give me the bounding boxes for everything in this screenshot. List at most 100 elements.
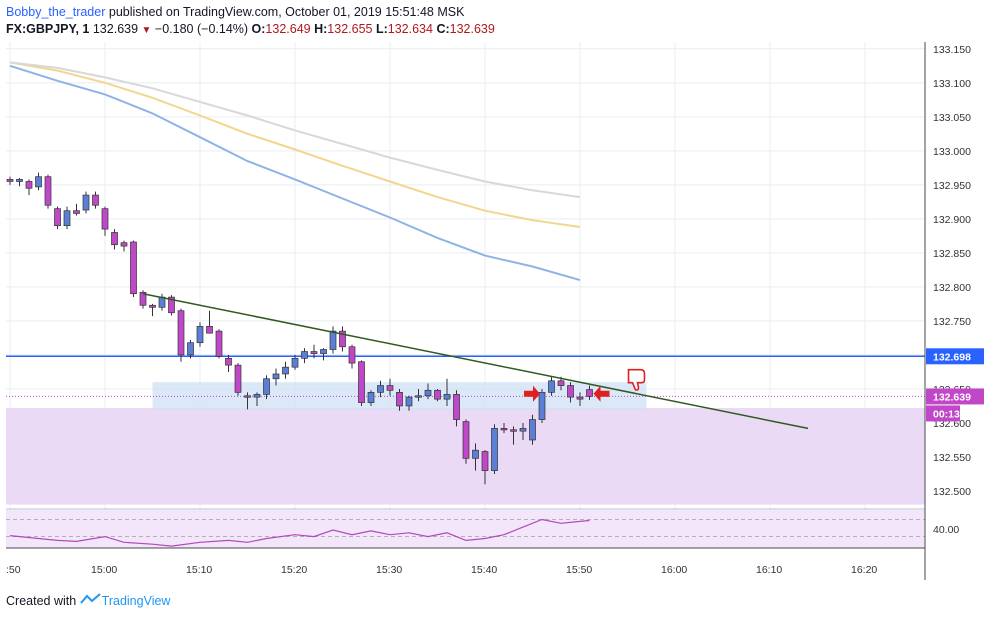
candle (234, 363, 242, 396)
candle-body (92, 194, 99, 206)
time-tick-label: 15:50 (566, 564, 592, 576)
candle-body (491, 428, 498, 471)
candle (415, 388, 422, 402)
candle-body (6, 179, 14, 182)
candle (405, 395, 413, 411)
candle-body (177, 310, 185, 356)
candle-body (130, 241, 137, 295)
candle (63, 206, 71, 230)
candle-body (405, 396, 413, 407)
candle (25, 179, 33, 196)
low-value: 132.634 (387, 22, 433, 36)
candle-body (111, 232, 118, 246)
publish-info: published on TradingView.com, October 01… (108, 5, 465, 19)
candle-body (548, 380, 555, 393)
candle (386, 378, 394, 396)
candle-body (291, 357, 299, 368)
candle (586, 385, 593, 400)
candle (272, 368, 280, 386)
price-change: −0.180 (−0.14%) (154, 22, 249, 36)
author-link[interactable]: Bobby_the_trader (6, 5, 106, 19)
candle-body (320, 349, 327, 354)
candle-body (358, 361, 365, 403)
candle-body (367, 392, 375, 403)
candle (82, 191, 90, 214)
candle-body (63, 210, 71, 227)
open-value: 132.649 (265, 22, 311, 36)
candle-body (139, 291, 147, 306)
candle-body (196, 326, 204, 344)
candle-body (168, 296, 175, 314)
candle (187, 339, 194, 359)
candle (139, 290, 147, 309)
price-tick-label: 132.800 (933, 282, 971, 294)
price-chart[interactable]: 133.150 133.100 133.050 133.000 132.950 132.9… (0, 0, 988, 590)
candle-body (443, 394, 451, 400)
candle-body (25, 181, 33, 189)
moving-average-line (9, 61, 581, 228)
candle (348, 344, 356, 369)
candle-body (82, 194, 90, 211)
chart-header: Bobby_the_trader published on TradingVie… (6, 4, 495, 39)
candle (282, 361, 289, 379)
candle (16, 178, 23, 187)
candle (529, 414, 536, 445)
candle-body (576, 396, 584, 400)
created-with-label: Created with (6, 594, 77, 608)
tradingview-logo-icon (79, 593, 102, 608)
candle (253, 392, 261, 406)
moving-average-line (9, 61, 581, 199)
countdown-tag: 00:13 (933, 408, 960, 420)
price-tick-label: 133.100 (933, 78, 971, 90)
candle-body (244, 395, 251, 398)
candle (548, 376, 555, 396)
candle (377, 380, 384, 398)
candle-body (462, 421, 470, 459)
candle-body (263, 378, 270, 395)
countdown-tag-bg (926, 405, 960, 422)
current-price-tag-bg (926, 388, 984, 405)
price-tick-label: 132.750 (933, 316, 971, 328)
candle (215, 329, 223, 359)
footer: Created with TradingView (6, 593, 170, 608)
candle-body (329, 330, 337, 350)
candle-body (301, 351, 308, 359)
candle-body (73, 210, 80, 214)
candle (168, 295, 175, 316)
candle-body (386, 385, 394, 391)
level-price-tag-bg (926, 348, 984, 365)
candle-body (453, 394, 460, 420)
candle (35, 172, 42, 191)
time-tick-label: 15:20 (281, 564, 307, 576)
candle-body (272, 373, 280, 380)
candle-body (101, 208, 109, 230)
candle-body (396, 392, 403, 407)
high-label: H: (314, 22, 328, 36)
candle (225, 354, 232, 372)
candle (481, 450, 489, 485)
candle (453, 390, 460, 427)
thumbs-down-icon (627, 368, 646, 391)
candle-body (500, 428, 508, 431)
thumbs-down-shape (627, 368, 646, 391)
candle-body (510, 429, 517, 432)
candle (206, 310, 213, 334)
high-value: 132.655 (327, 22, 373, 36)
symbol-label[interactable]: FX:GBPJPY, 1 (6, 22, 90, 36)
time-tick-label: 16:10 (756, 564, 782, 576)
candle (396, 388, 403, 411)
open-label: O: (251, 22, 266, 36)
candle (101, 206, 109, 236)
candle-body (434, 389, 441, 400)
candle (130, 240, 137, 298)
price-tick-label: 133.150 (933, 44, 971, 56)
candle-body (424, 389, 432, 397)
price-tick-label: 132.500 (933, 486, 971, 498)
candle-body (206, 326, 213, 334)
price-tick-label: 132.900 (933, 214, 971, 226)
candle-body (54, 208, 61, 227)
time-tick-label: 15:30 (376, 564, 402, 576)
tradingview-brand-link[interactable]: TradingView (101, 594, 171, 608)
candle (367, 390, 375, 406)
candle (92, 191, 99, 209)
